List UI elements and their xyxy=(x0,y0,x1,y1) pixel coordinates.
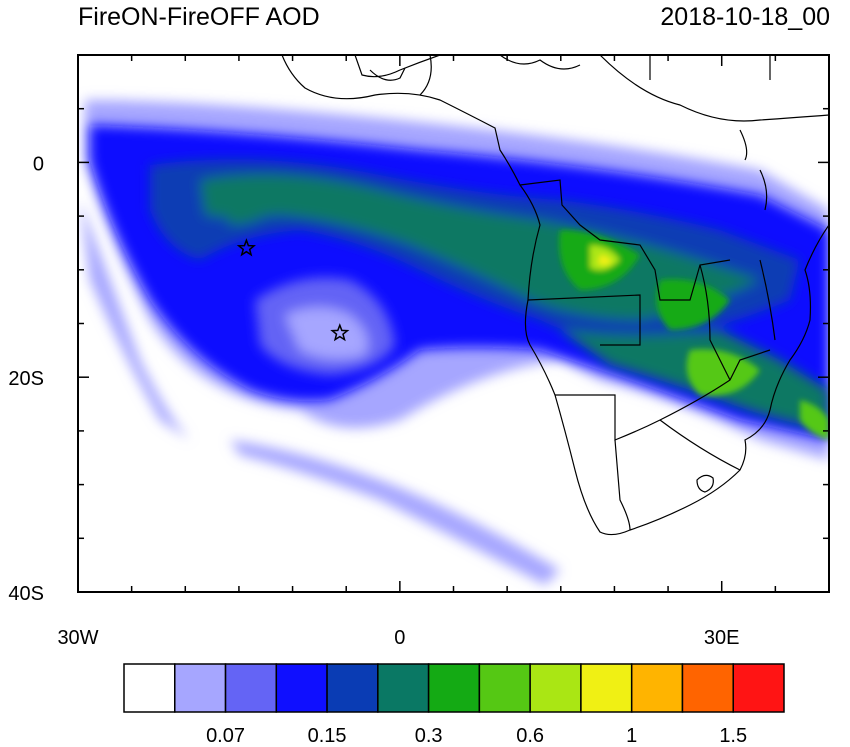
colorbar-box xyxy=(681,663,734,713)
colorbar-box xyxy=(174,663,227,713)
colorbar: 0.07 0.15 0.3 0.6 1 1.5 xyxy=(123,663,785,747)
map-title: FireON-FireOFF AOD xyxy=(78,3,320,31)
colorbar-box xyxy=(427,663,481,713)
colorbar-box xyxy=(529,663,582,713)
colorbar-label: 1 xyxy=(626,725,637,747)
axis-tick-labels: 30W 0 30E 0 20S 40S xyxy=(8,153,739,649)
lon-tick-label: 0 xyxy=(394,627,405,649)
colorbar-label: 0.07 xyxy=(206,725,245,747)
colorbar-label: 0.15 xyxy=(308,725,347,747)
star-marker xyxy=(330,323,350,342)
lat-tick-label: 0 xyxy=(33,153,44,175)
colorbar-box xyxy=(275,663,328,713)
map-date-label: 2018-10-18_00 xyxy=(660,3,830,31)
aod-contour-pocket xyxy=(255,277,395,375)
colorbar-label: 1.5 xyxy=(719,725,747,747)
lat-tick-label: 40S xyxy=(8,583,44,605)
colorbar-box xyxy=(478,663,531,713)
colorbar-box xyxy=(224,663,278,713)
colorbar-box xyxy=(732,663,785,713)
lat-tick-label: 20S xyxy=(8,368,44,390)
colorbar-box xyxy=(123,663,176,713)
axis-ticks xyxy=(77,54,830,593)
colorbar-box xyxy=(580,663,633,713)
colorbar-label: 0.6 xyxy=(516,725,544,747)
colorbar-box xyxy=(377,663,430,713)
aod-field xyxy=(78,55,829,592)
star-marker xyxy=(236,238,256,257)
coastlines xyxy=(281,55,829,536)
colorbar-box xyxy=(630,663,684,713)
lon-tick-label: 30W xyxy=(57,627,98,649)
lon-tick-label: 30E xyxy=(704,627,740,649)
colorbar-box xyxy=(326,663,379,713)
aod-contour-high xyxy=(559,230,829,440)
colorbar-label: 0.3 xyxy=(415,725,443,747)
star-markers xyxy=(236,238,350,342)
